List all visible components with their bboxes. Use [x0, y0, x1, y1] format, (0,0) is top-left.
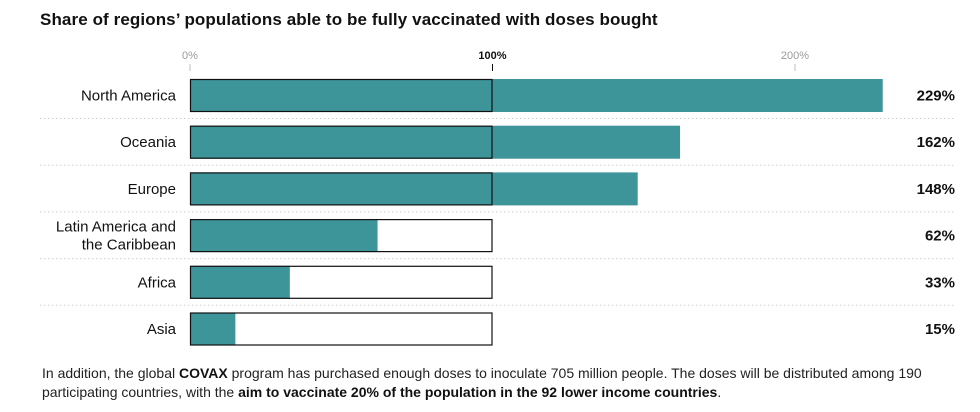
- bar-outline-100pct-0: [189, 78, 493, 113]
- value-label: 33%: [925, 274, 955, 291]
- bar-0: [190, 79, 883, 112]
- bar-outline-100pct-3: [189, 219, 493, 253]
- footnote-text-2: program has purchased enough doses to in…: [42, 365, 922, 400]
- footnote-text-3: .: [717, 384, 722, 400]
- bar-3: [190, 219, 378, 253]
- bar-chart: 0% 100% 200% North America 229% Oceania 162% Eu…: [40, 50, 955, 346]
- value-label: 62%: [925, 228, 955, 245]
- bar-outline-100pct-4: [189, 265, 493, 299]
- category-label: Europe: [128, 181, 176, 198]
- bar-1: [190, 125, 681, 159]
- category-label-line: Latin America and: [56, 219, 176, 236]
- category-label-line: the Caribbean: [82, 237, 176, 254]
- x-tick-label-100: 100%: [478, 50, 506, 62]
- category-label: Africa: [138, 274, 177, 291]
- x-tick-label-200: 200%: [781, 50, 809, 62]
- category-label: Latin America and the Caribbean: [56, 219, 176, 254]
- bar-2: [190, 172, 638, 206]
- bar-outline-100pct-5: [189, 312, 493, 346]
- value-label: 229%: [917, 88, 955, 105]
- footnote-text-1: In addition, the global: [42, 365, 179, 381]
- category-label: Asia: [147, 321, 177, 338]
- footnote-bold-covax: COVAX: [179, 365, 228, 381]
- bar-outline-100pct-2: [189, 172, 493, 206]
- bar-5: [190, 312, 236, 346]
- x-tick-label-0: 0%: [182, 50, 198, 62]
- bar-4: [190, 265, 290, 299]
- category-label: Oceania: [120, 134, 177, 151]
- bar-outline-100pct-1: [189, 125, 493, 159]
- value-label: 15%: [925, 321, 955, 338]
- value-label: 162%: [917, 134, 955, 151]
- footnote: In addition, the global COVAX program ha…: [42, 364, 942, 402]
- footnote-bold-aim: aim to vaccinate 20% of the population i…: [238, 384, 718, 400]
- chart-title: Share of regions’ populations able to be…: [40, 10, 658, 29]
- category-label: North America: [81, 88, 177, 105]
- value-label: 148%: [917, 181, 955, 198]
